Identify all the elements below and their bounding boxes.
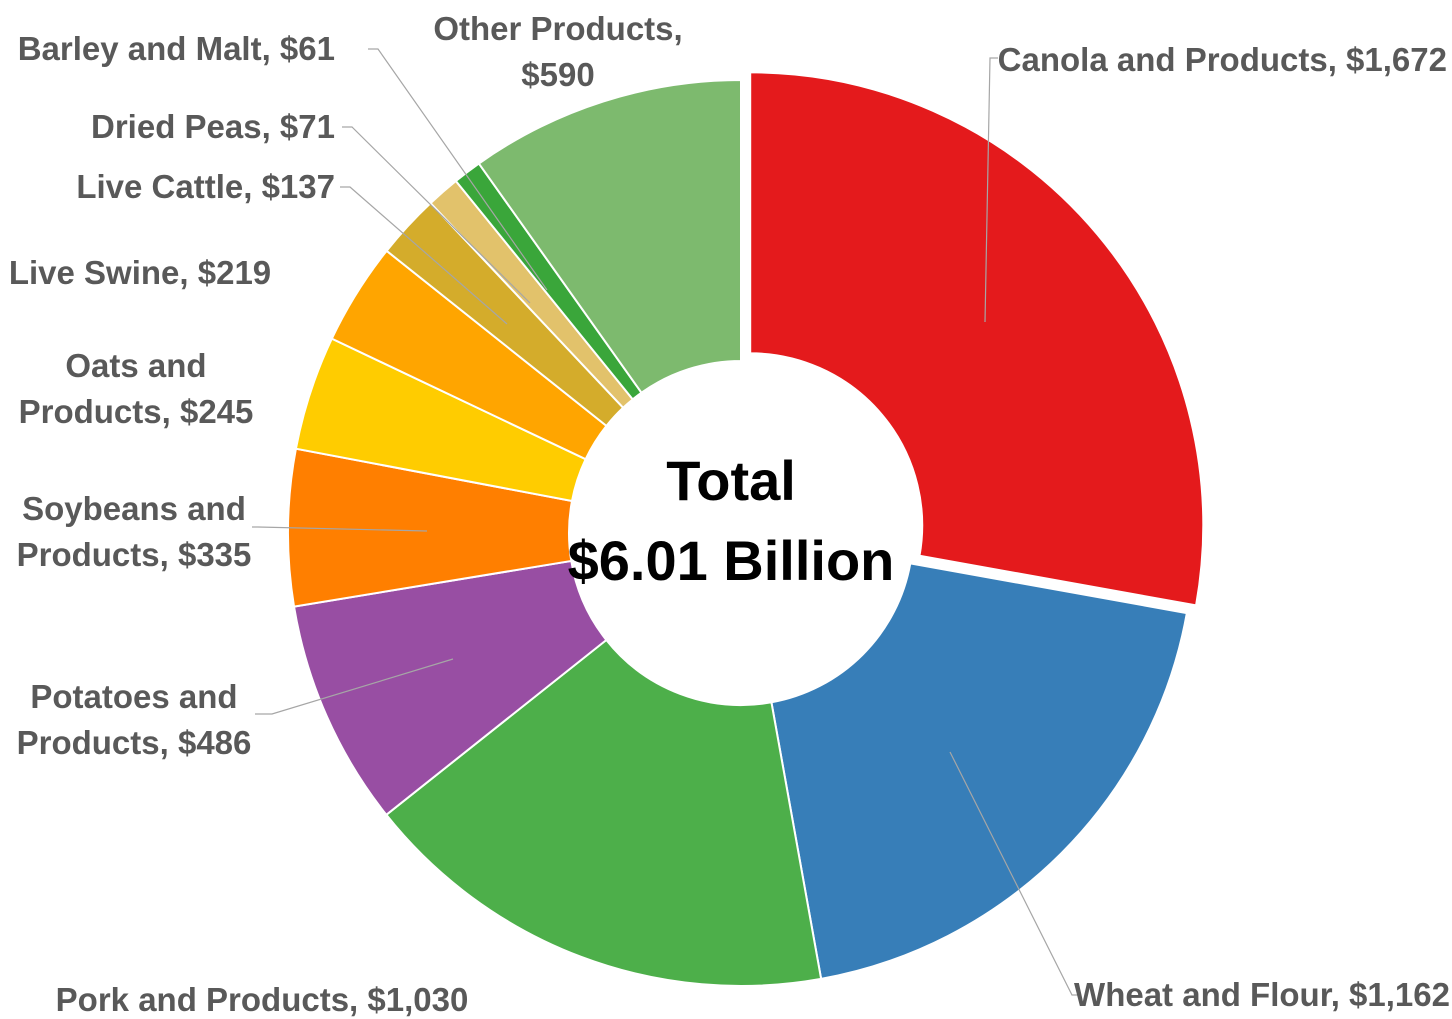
label-potatoes-and-products: Potatoes and Products, $486 (17, 678, 252, 761)
label-pork-and-products: Pork and Products, $1,030 (56, 981, 469, 1018)
label-oats-and-products: Oats and Products, $245 (19, 347, 254, 430)
label-dried-peas: Dried Peas, $71 (91, 108, 335, 145)
leader-lines-group (252, 48, 1078, 996)
leader-line-barley-and-malt (368, 48, 548, 291)
leader-line-potatoes-and-products (255, 658, 454, 715)
labels-group: Canola and Products, $1,672 Wheat and Flo… (9, 10, 1450, 1018)
label-other-products: Other Products, $590 (433, 10, 682, 93)
slices-group (287, 71, 1205, 987)
center-value: $6.01 Billion (568, 529, 895, 592)
label-barley-and-malt: Barley and Malt, $61 (18, 30, 335, 67)
slice-canola-and-products (749, 71, 1205, 607)
label-wheat-and-flour: Wheat and Flour, $1,162 (1074, 976, 1450, 1013)
leader-line-soybeans-and-products (252, 526, 428, 532)
leader-line-wheat-and-flour (949, 751, 1078, 996)
center-title: Total (666, 449, 796, 512)
label-live-cattle: Live Cattle, $137 (76, 168, 335, 205)
label-live-swine: Live Swine, $219 (9, 254, 271, 291)
label-canola-and-products: Canola and Products, $1,672 (998, 41, 1447, 78)
leader-line-dried-peas (342, 126, 531, 304)
leader-line-live-cattle (340, 186, 508, 325)
label-soybeans-and-products: Soybeans and Products, $335 (17, 490, 252, 573)
leader-line-canola-and-products (984, 57, 998, 323)
donut-hole (569, 361, 913, 705)
